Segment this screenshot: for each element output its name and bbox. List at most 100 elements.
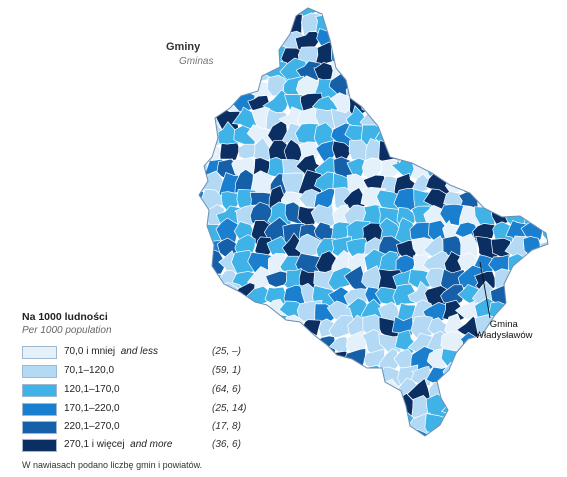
gmina-area (268, 16, 289, 36)
gmina-area (494, 91, 514, 114)
legend-subtitle: Per 1000 population (22, 325, 112, 336)
legend-swatch (22, 421, 57, 434)
gmina-area (358, 410, 386, 436)
gmina-area (361, 157, 388, 181)
gmina-area (524, 205, 545, 227)
gmina-area (525, 73, 548, 103)
gmina-area (249, 31, 274, 56)
gmina-area (407, 8, 435, 20)
gmina-area (537, 239, 548, 264)
gmina-area (410, 446, 433, 471)
gmina-area (523, 345, 546, 376)
gmina-area (537, 63, 548, 86)
gmina-area (505, 285, 531, 311)
gmina-area (472, 442, 498, 468)
gmina-area (556, 317, 567, 339)
gmina-area (327, 425, 351, 436)
gmina-area (425, 106, 450, 135)
gmina-area (199, 126, 209, 146)
gmina-area (427, 442, 449, 467)
gmina-area (443, 46, 465, 71)
legend-label: 170,1–220,0 (64, 403, 120, 414)
gmina-area (199, 13, 212, 35)
gmina-area (471, 410, 496, 435)
gmina-area (441, 107, 464, 132)
gmina-area (441, 11, 467, 38)
gmina-area (205, 271, 224, 296)
map-subtitle: Gminas (179, 56, 214, 67)
gmina-area (538, 269, 548, 291)
gmina-area (490, 446, 513, 467)
gmina-area (395, 41, 416, 71)
gmina-area (475, 125, 497, 152)
gmina-area (379, 8, 404, 17)
gmina-area (554, 207, 567, 231)
gmina-area (349, 366, 368, 388)
gmina-area (504, 155, 529, 177)
gmina-area (493, 13, 510, 37)
gmina-area (395, 108, 419, 133)
gmina-area (522, 140, 545, 168)
gmina-area (317, 384, 339, 405)
gmina-area (459, 138, 482, 165)
gmina-area (364, 43, 387, 69)
gmina-area (314, 441, 336, 467)
gmina-area (440, 124, 467, 150)
gmina-area (522, 412, 548, 436)
gmina-area (519, 60, 544, 87)
gmina-area (199, 89, 213, 116)
gmina-area (518, 380, 548, 407)
gmina-area (409, 111, 437, 135)
gmina-area (428, 75, 451, 97)
gmina-area (330, 383, 354, 403)
gmina-area (362, 28, 387, 51)
gmina-area (459, 156, 482, 180)
gmina-area (380, 12, 401, 37)
gmina-area (504, 143, 530, 166)
gmina-area (489, 136, 516, 165)
gmina-area (331, 445, 350, 469)
gmina-area (439, 60, 463, 83)
gmina-area (201, 315, 225, 343)
gmina-area (555, 92, 567, 115)
gmina-area (232, 302, 260, 322)
gmina-area (537, 346, 548, 373)
gmina-area (200, 74, 227, 100)
gmina-area (507, 362, 527, 387)
gmina-area (493, 77, 512, 99)
gmina-area (445, 427, 466, 436)
gmina-area (458, 75, 484, 103)
legend-swatch (22, 384, 57, 397)
gmina-area (330, 11, 358, 36)
gmina-area (506, 188, 534, 210)
gmina-area (438, 75, 467, 103)
gmina-area (428, 44, 453, 65)
gmina-area (555, 173, 567, 197)
gmina-area (199, 110, 212, 131)
gmina-area (555, 331, 567, 354)
gmina-area (199, 304, 208, 324)
gmina-area (508, 393, 531, 421)
gmina-area (534, 333, 548, 356)
callout-leader-line (479, 261, 491, 319)
gmina-area (460, 44, 481, 71)
gmina-area (201, 15, 227, 36)
gmina-area (457, 383, 482, 408)
gmina-area (540, 298, 548, 324)
gmina-area (413, 428, 435, 436)
gmina-area (407, 59, 434, 83)
gmina-area (315, 428, 339, 436)
gmina-area (409, 91, 436, 119)
gmina-area (423, 61, 450, 85)
gmina-area (506, 271, 529, 295)
legend-count: (59, 1) (212, 365, 241, 376)
gmina-area (490, 188, 514, 213)
legend-count: (64, 6) (212, 384, 241, 395)
gmina-area (199, 79, 213, 103)
legend-label: 120,1–170,0 (64, 384, 120, 395)
gmina-area (362, 58, 386, 81)
gmina-area (424, 25, 446, 49)
gmina-area (411, 9, 435, 35)
gmina-area (535, 158, 548, 180)
gmina-area (489, 8, 515, 19)
